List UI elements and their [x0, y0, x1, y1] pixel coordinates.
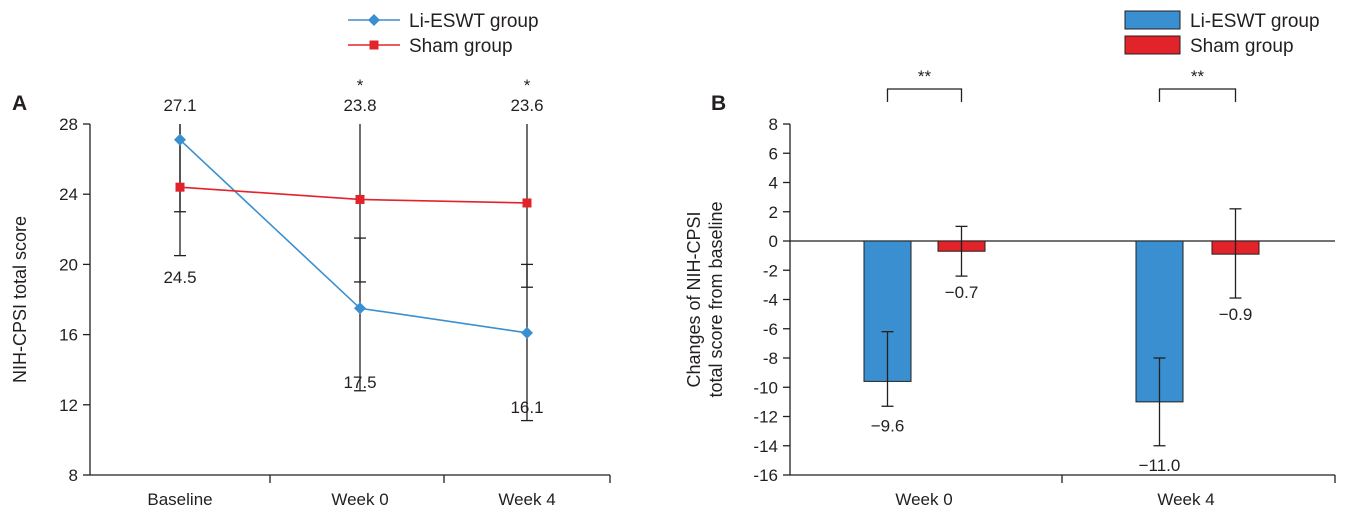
significance-marker: ** [918, 67, 932, 86]
x-tick-label: Week 0 [895, 490, 952, 509]
y-tick-label: -8 [763, 349, 778, 368]
legend-label: Sham group [409, 36, 513, 57]
y-axis-title: Changes of NIH-CPSI total score from base… [684, 201, 726, 397]
x-tick-label: Baseline [147, 490, 212, 509]
y-tick-label: 28 [59, 115, 78, 134]
series-line-li-eswt [179, 139, 528, 334]
y-tick-label: 8 [769, 115, 778, 134]
y-tick-label: -12 [753, 408, 778, 427]
data-label: 23.8 [343, 96, 376, 115]
significance-marker: * [357, 76, 364, 95]
data-label: 23.6 [510, 96, 543, 115]
legend-swatch [1124, 10, 1181, 30]
y-tick-label: -4 [763, 291, 778, 310]
data-point-li-eswt [354, 302, 366, 315]
y-tick-label: 12 [59, 396, 78, 415]
y-tick-label: -14 [753, 437, 778, 456]
data-point-sham [355, 194, 365, 204]
x-tick-label: Week 4 [498, 490, 555, 509]
data-point-li-eswt [174, 133, 186, 146]
legend-marker-square [369, 40, 379, 50]
significance-bracket [1158, 88, 1237, 102]
y-tick-label: 16 [59, 326, 78, 345]
panel-a-line-chart: A 8 12 16 20 24 28 Baseline Week 0 Week 4 NIH-CPSI… [10, 11, 611, 509]
x-tick-label: Week 4 [1157, 490, 1214, 509]
legend-label: Sham group [1190, 36, 1294, 57]
significance-marker: ** [1191, 67, 1205, 86]
legend-label: Li-ESWT group [1190, 11, 1320, 32]
data-label: 16.1 [510, 398, 543, 417]
y-tick-label: 24 [59, 185, 78, 204]
data-point-sham [175, 182, 185, 192]
panel-b-label: B [711, 92, 726, 115]
data-label: −0.7 [945, 283, 979, 302]
panel-b-bar-chart: B -16 -14 -12 -10 -8 -6 -4 -2 0 2 4 6 8 Week 0 Week 4 Ch… [684, 10, 1336, 509]
y-tick-label: 4 [769, 174, 778, 193]
legend-a: Li-ESWT group Sham group [348, 11, 539, 57]
data-label: −0.9 [1219, 305, 1253, 324]
significance-marker: * [524, 76, 531, 95]
data-point-sham [522, 198, 532, 208]
y-tick-label: 20 [59, 255, 78, 274]
y-tick-label: -2 [763, 261, 778, 280]
y-axis-title-line: total score from baseline [706, 201, 726, 397]
significance-bracket [886, 88, 963, 102]
y-tick-label: 2 [769, 203, 778, 222]
y-tick-label: -16 [753, 466, 778, 485]
y-tick-label: -6 [763, 320, 778, 339]
data-point-li-eswt [521, 326, 533, 339]
y-tick-label: -10 [753, 378, 778, 397]
legend-swatch [1124, 35, 1181, 55]
data-label: 17.5 [343, 373, 376, 392]
y-axis-title-line: Changes of NIH-CPSI [684, 211, 704, 387]
y-tick-label: 0 [769, 232, 778, 251]
data-label: 24.5 [163, 268, 196, 287]
y-axis-title: NIH-CPSI total score [10, 216, 30, 383]
x-tick-label: Week 0 [331, 490, 388, 509]
legend-marker-diamond [368, 14, 380, 26]
data-label: 27.1 [163, 96, 196, 115]
panel-a-label: A [12, 92, 27, 115]
legend-b: Li-ESWT group Sham group [1124, 10, 1320, 57]
data-label: −9.6 [871, 416, 905, 435]
data-label: −11.0 [1139, 456, 1181, 475]
legend-label: Li-ESWT group [409, 11, 539, 32]
y-tick-label: 8 [69, 466, 78, 485]
y-tick-label: 6 [769, 144, 778, 163]
